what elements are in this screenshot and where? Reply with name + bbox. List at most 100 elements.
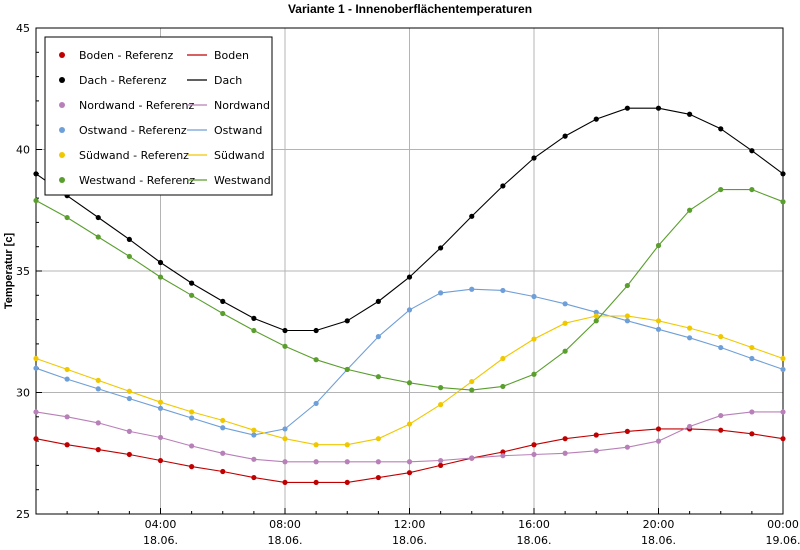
reference-point <box>406 307 413 313</box>
y-tick-label: 40 <box>16 144 30 157</box>
legend-marker <box>59 152 65 158</box>
reference-point <box>126 451 132 458</box>
legend-label-reference: Westwand - Referenz <box>79 174 195 187</box>
reference-point <box>687 423 693 430</box>
reference-point <box>33 197 39 204</box>
reference-point <box>593 309 599 315</box>
reference-point <box>531 371 537 377</box>
reference-point <box>780 199 786 205</box>
reference-point <box>313 442 319 448</box>
reference-point <box>251 315 257 321</box>
reference-point <box>749 431 755 437</box>
reference-point <box>313 357 319 363</box>
reference-point <box>749 344 755 351</box>
reference-point <box>157 457 164 464</box>
reference-point <box>593 116 599 122</box>
reference-point <box>624 428 630 434</box>
x-tick-label: 20:00 <box>643 518 675 531</box>
reference-point <box>157 434 164 441</box>
legend-marker <box>59 177 65 183</box>
reference-point <box>500 449 506 455</box>
x-tick-label: 00:00 <box>767 518 799 531</box>
reference-point <box>282 479 288 486</box>
reference-point <box>718 427 724 433</box>
reference-point <box>282 343 288 349</box>
legend-label: Dach <box>214 74 242 87</box>
reference-point <box>780 355 786 362</box>
reference-point <box>562 320 568 326</box>
y-tick-label: 45 <box>16 22 30 35</box>
reference-point <box>780 409 786 415</box>
reference-point <box>562 301 568 307</box>
reference-point <box>282 327 288 334</box>
legend-label-reference: Dach - Referenz <box>79 74 167 87</box>
reference-point <box>313 327 319 334</box>
reference-point <box>469 286 475 292</box>
legend: Boden - Referenz Boden Dach - Referenz Dach… <box>44 36 273 196</box>
reference-point <box>95 420 101 426</box>
reference-point <box>500 453 506 459</box>
x-tick-label: 12:00 <box>394 518 426 531</box>
reference-point <box>469 455 475 461</box>
x-tick-date: 18.06. <box>143 534 178 547</box>
reference-point <box>220 425 226 431</box>
reference-point <box>469 387 475 393</box>
reference-point <box>33 409 39 415</box>
legend-label-reference: Boden - Referenz <box>79 49 174 62</box>
reference-point <box>655 438 662 444</box>
reference-point <box>375 459 381 465</box>
x-tick-date: 18.06. <box>641 534 676 547</box>
reference-point <box>718 186 724 193</box>
reference-point <box>375 436 381 442</box>
series-layer <box>33 105 786 486</box>
reference-point <box>655 242 662 249</box>
reference-point <box>33 365 39 371</box>
reference-point <box>189 409 195 415</box>
y-axis-label: Temperatur [c] <box>3 233 15 310</box>
reference-point <box>126 428 132 434</box>
reference-point <box>33 171 39 177</box>
reference-point <box>500 383 506 390</box>
reference-point <box>126 395 132 402</box>
reference-point <box>624 444 630 450</box>
reference-point <box>33 436 39 442</box>
reference-point <box>313 479 319 486</box>
reference-point <box>64 366 70 373</box>
reference-point <box>313 459 319 465</box>
reference-point <box>406 274 413 280</box>
reference-point <box>251 456 257 462</box>
chart-title: Variante 1 - Innenoberflächentemperature… <box>288 2 532 16</box>
reference-point <box>313 400 319 407</box>
reference-point <box>95 447 101 453</box>
reference-point <box>220 310 226 317</box>
reference-point <box>95 386 101 392</box>
legend-label-reference: Ostwand - Referenz <box>79 124 187 137</box>
reference-point <box>33 355 39 362</box>
reference-point <box>344 442 350 448</box>
reference-point <box>718 334 724 340</box>
reference-point <box>220 450 226 456</box>
legend-label: Nordwand <box>214 99 270 112</box>
reference-point <box>531 293 537 300</box>
reference-point <box>251 432 257 438</box>
reference-point <box>375 474 381 481</box>
reference-point <box>749 148 755 154</box>
reference-point <box>593 318 599 324</box>
legend-marker <box>59 102 65 108</box>
reference-point <box>562 436 568 442</box>
reference-point <box>500 183 506 189</box>
reference-point <box>95 377 101 383</box>
reference-point <box>375 298 381 304</box>
x-tick-label: 16:00 <box>518 518 550 531</box>
reference-point <box>531 336 537 342</box>
reference-point <box>406 380 413 386</box>
reference-point <box>749 186 755 193</box>
y-tick-label: 25 <box>16 508 30 521</box>
x-tick-date: 18.06. <box>392 534 427 547</box>
reference-point <box>655 105 662 111</box>
reference-point <box>189 415 195 421</box>
reference-point <box>655 318 662 324</box>
x-tick-date: 18.06. <box>268 534 303 547</box>
reference-point <box>95 234 101 240</box>
reference-point <box>593 432 599 438</box>
